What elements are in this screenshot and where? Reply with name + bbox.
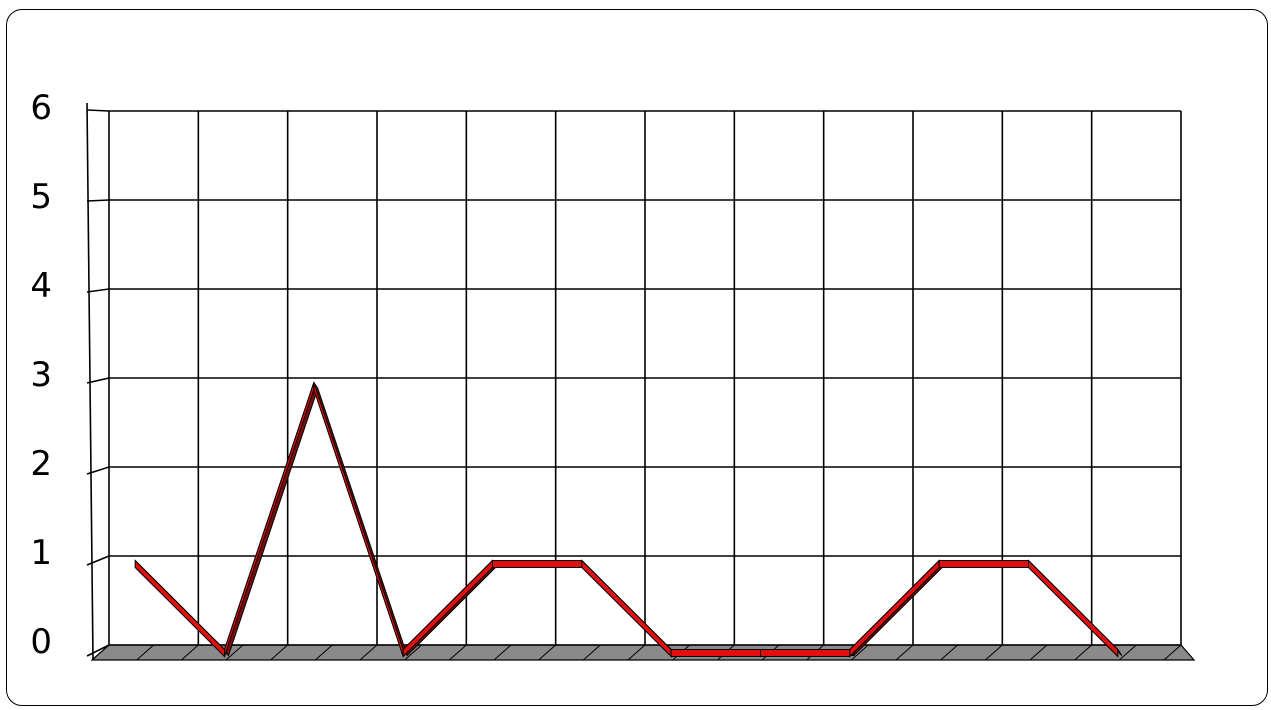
floor-tick bbox=[270, 644, 288, 661]
floor-tick bbox=[985, 644, 1003, 661]
gridline-side bbox=[86, 644, 110, 657]
floor-tick bbox=[493, 644, 512, 661]
data-series-ribbon bbox=[134, 381, 1123, 658]
floor-tick bbox=[1029, 644, 1048, 661]
side-wall-edge bbox=[86, 102, 94, 661]
gridline-side bbox=[86, 555, 110, 566]
floor-tick bbox=[449, 644, 467, 661]
floor-tick bbox=[225, 644, 244, 661]
floor-tick bbox=[359, 644, 378, 661]
gridline-side bbox=[86, 109, 110, 112]
y-tick-label: 5 bbox=[30, 177, 52, 217]
gridline-side bbox=[86, 288, 110, 293]
series-segment bbox=[134, 559, 225, 658]
y-tick-label: 2 bbox=[30, 444, 52, 484]
chart-floor bbox=[90, 644, 1196, 661]
floor-tick bbox=[940, 644, 958, 661]
y-tick-label: 1 bbox=[30, 533, 52, 573]
series-segment bbox=[581, 559, 672, 658]
series-segment bbox=[849, 559, 940, 658]
y-tick-label: 3 bbox=[30, 355, 52, 395]
chart-gridlines bbox=[86, 102, 1182, 661]
y-axis-tick-labels: 0 1 2 3 4 5 6 bbox=[30, 88, 52, 662]
y-tick-label: 6 bbox=[30, 88, 52, 128]
series-segment bbox=[760, 649, 851, 657]
floor-tick bbox=[315, 644, 333, 661]
floor-tick bbox=[627, 644, 646, 661]
floor-tick bbox=[1074, 644, 1092, 661]
series-segment bbox=[313, 382, 404, 657]
floor-tick bbox=[538, 644, 556, 661]
series-segment bbox=[938, 560, 1029, 568]
floor-tick bbox=[895, 644, 914, 661]
floor-tick bbox=[1163, 644, 1182, 661]
series-segment bbox=[402, 559, 493, 658]
y-tick-label: 0 bbox=[30, 622, 52, 662]
floor-tick bbox=[1119, 644, 1137, 661]
floor-tick bbox=[404, 644, 422, 661]
series-segment bbox=[492, 560, 583, 568]
floor-tick bbox=[851, 644, 869, 661]
floor-tick bbox=[583, 644, 601, 661]
gridline-side bbox=[86, 199, 110, 202]
floor-tick bbox=[91, 644, 110, 661]
series-segment bbox=[1028, 559, 1119, 658]
series-segment bbox=[224, 382, 315, 657]
series-segment bbox=[670, 649, 761, 657]
y-tick-label: 4 bbox=[30, 266, 52, 306]
floor-tick bbox=[136, 644, 154, 661]
floor-tick bbox=[181, 644, 199, 661]
